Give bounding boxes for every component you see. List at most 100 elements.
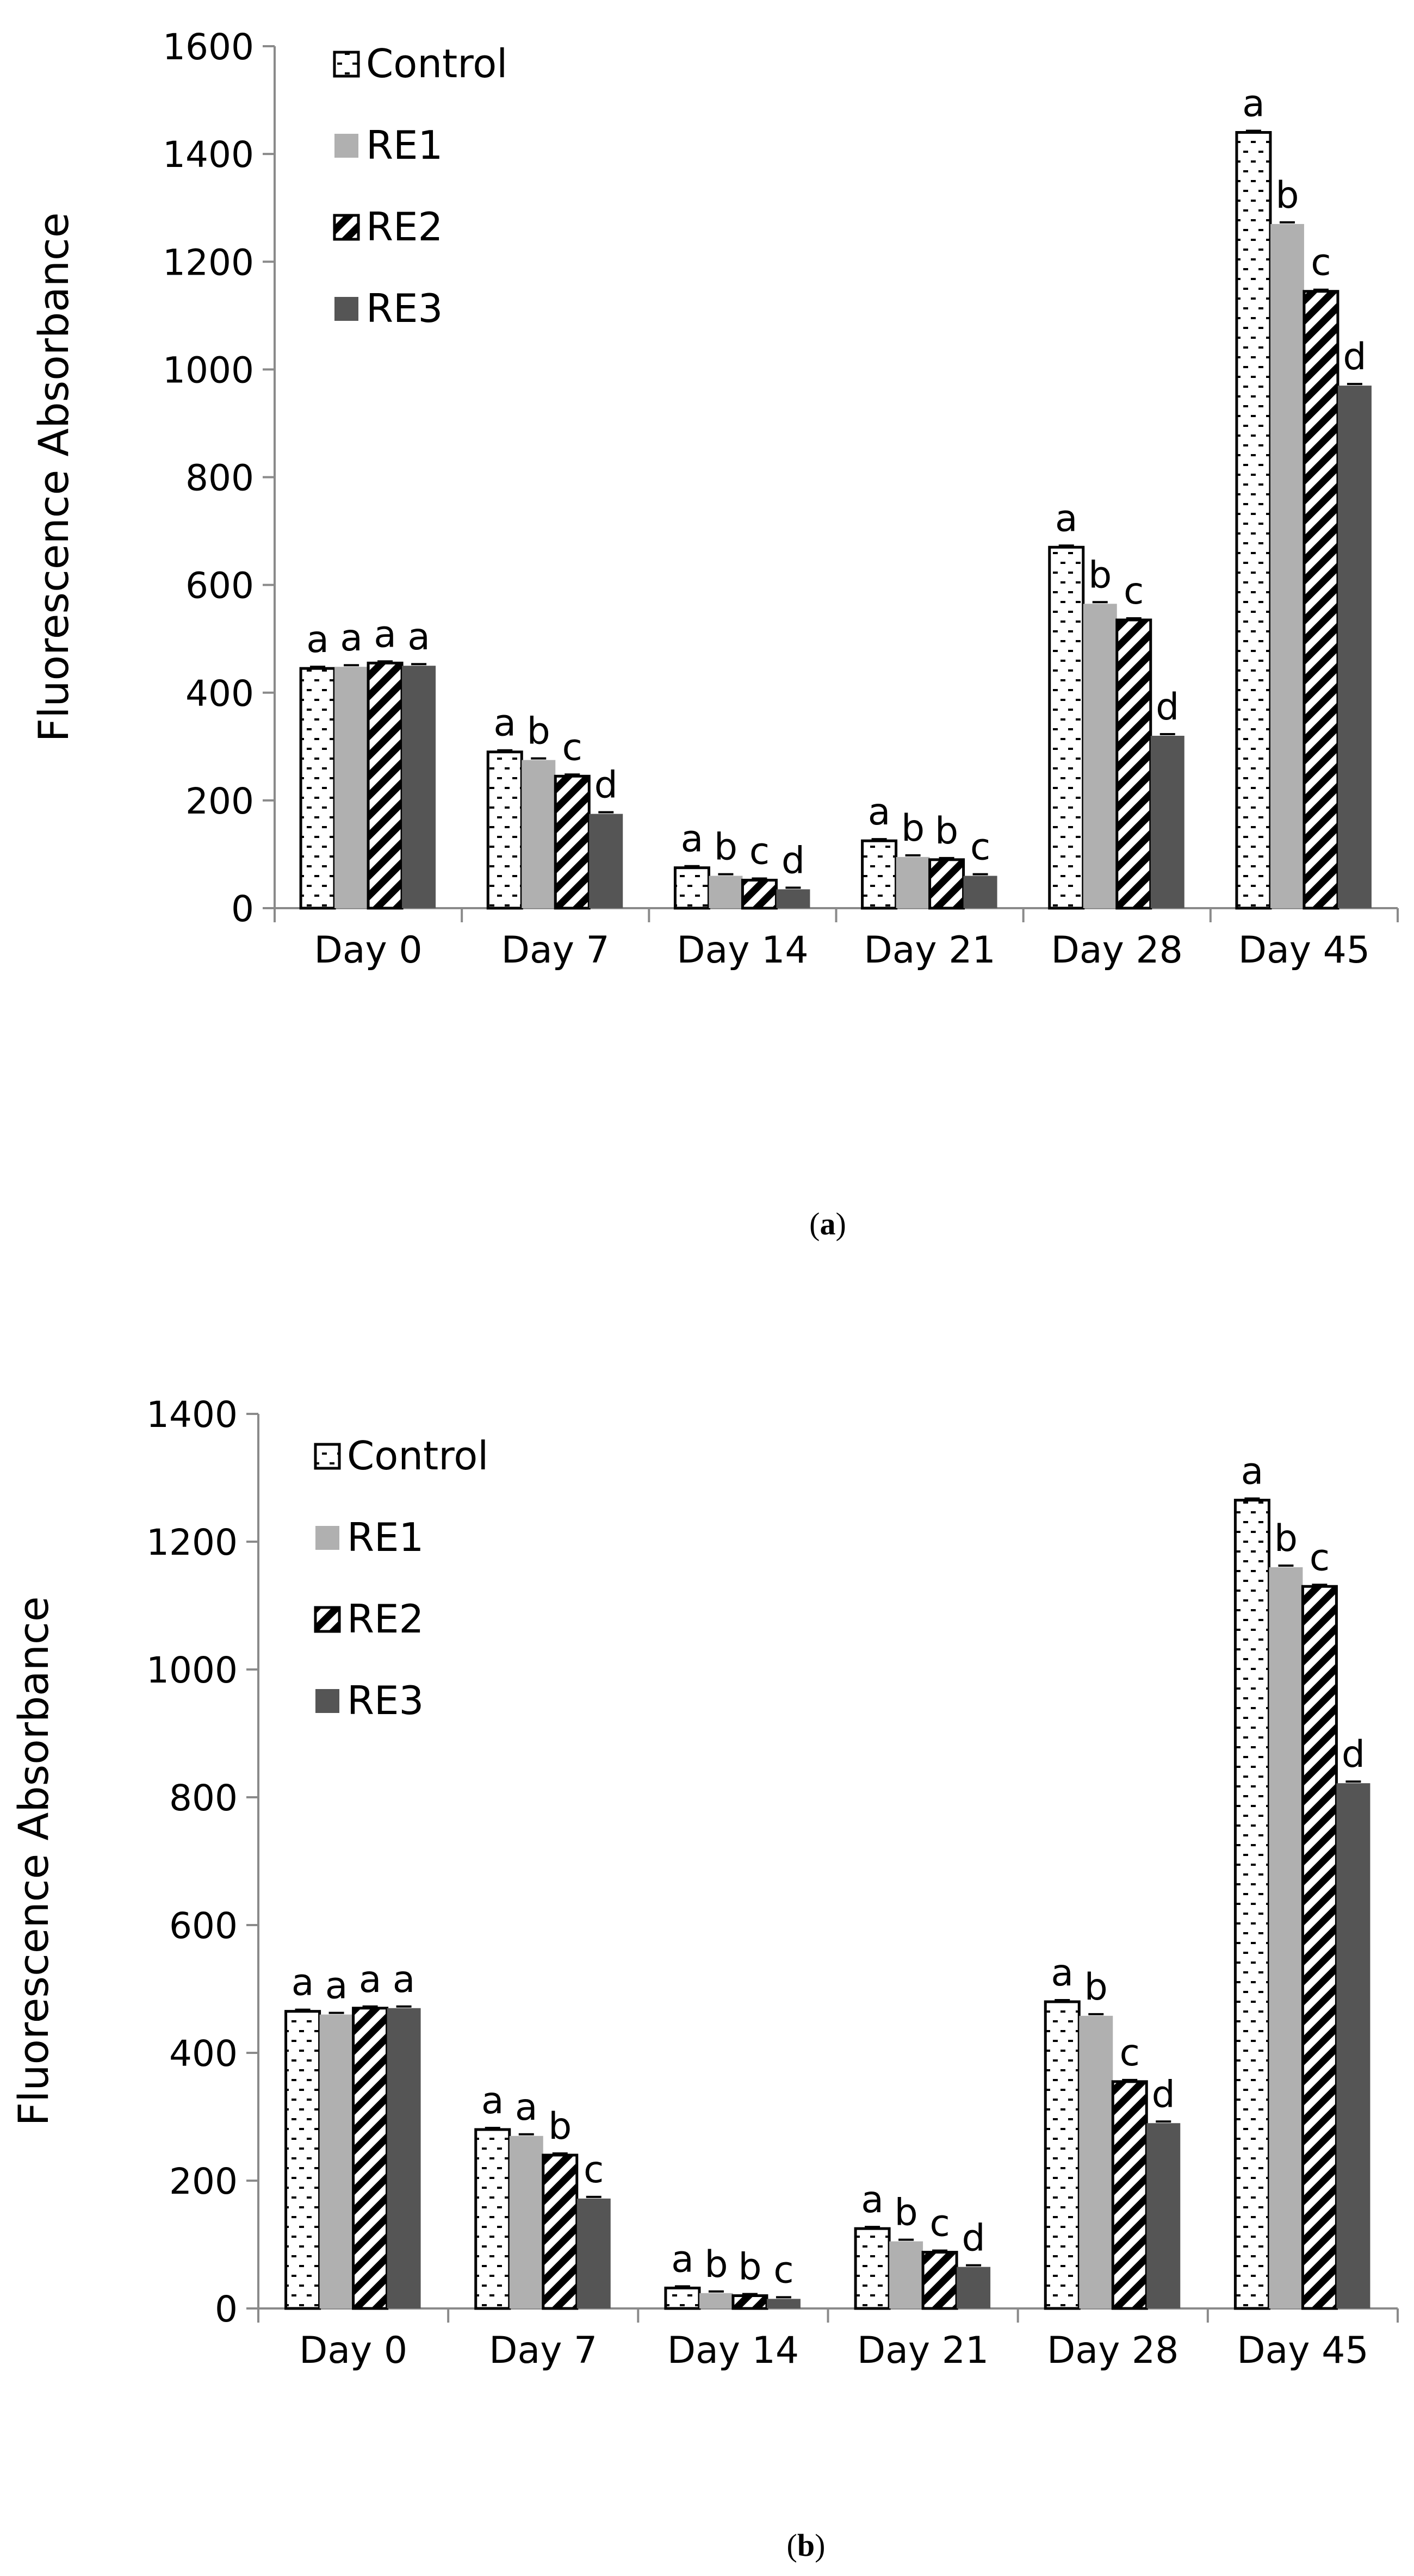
bar-control-day-0: [299, 667, 336, 910]
significance-label: b: [738, 2246, 761, 2289]
bar-control-day-0: [284, 2010, 321, 2310]
significance-label: a: [393, 1958, 415, 2001]
bar-re3-day-21: [957, 2267, 991, 2308]
bar-control-day-14: [664, 2286, 701, 2310]
significance-label: b: [527, 710, 550, 753]
y-tick-label: 600: [169, 1905, 238, 1947]
legend-label-re1: RE1: [366, 122, 443, 168]
bar-control-day-45: [1233, 1499, 1270, 2310]
y-tick-label: 800: [169, 1777, 238, 1819]
y-tick-label: 400: [169, 2033, 238, 2075]
bar-re3-day-14: [776, 889, 810, 908]
legend-label-re3: RE3: [347, 1678, 424, 1723]
panel-label-b: (b): [787, 2528, 826, 2563]
legend-swatch-control: [314, 1443, 341, 1470]
bar-re1-day-14: [699, 2293, 733, 2308]
legend-swatch-re2: [333, 214, 360, 241]
bar-re1-day-28: [1079, 2015, 1113, 2308]
significance-label: c: [1120, 2032, 1140, 2075]
significance-label: a: [481, 2080, 504, 2122]
bar-re1-day-45: [1269, 1567, 1303, 2308]
significance-label: d: [1152, 2073, 1175, 2116]
bar-re3-day-28: [1150, 736, 1184, 908]
y-tick-label: 400: [185, 673, 254, 715]
x-tick-label: Day 14: [677, 929, 808, 972]
x-tick-label: Day 21: [864, 929, 995, 972]
bar-re2-day-14: [731, 2294, 768, 2310]
bar-re3-day-0: [402, 666, 436, 908]
significance-label: a: [292, 1962, 314, 2004]
bar-re2-day-7: [554, 774, 591, 910]
y-tick-label: 1000: [163, 349, 254, 391]
bar-re3-day-21: [963, 876, 997, 908]
significance-label: c: [773, 2249, 793, 2292]
significance-label: b: [935, 810, 958, 853]
significance-label: a: [493, 702, 516, 745]
y-axis-title: Fluorescence Absorbance: [9, 1597, 58, 2126]
y-tick-label: 200: [185, 780, 254, 822]
significance-label: a: [861, 2178, 884, 2221]
bar-re2-day-14: [741, 878, 778, 910]
bar-control-day-7: [474, 2128, 511, 2310]
significance-label: c: [1310, 1536, 1330, 1579]
bar-control-day-28: [1048, 545, 1085, 910]
bar-control-day-28: [1044, 2000, 1081, 2310]
significance-label: a: [374, 613, 396, 656]
significance-label: c: [562, 726, 582, 769]
legend-label-re2: RE2: [366, 204, 443, 250]
significance-label: a: [681, 818, 704, 861]
y-tick-label: 0: [231, 888, 254, 930]
y-tick-label: 1400: [163, 134, 254, 176]
bar-re3-day-28: [1146, 2123, 1181, 2308]
significance-label: b: [548, 2105, 572, 2148]
x-tick-label: Day 7: [501, 929, 610, 972]
chart-a: 0 200 400 600 800 1000 1200 1400 1600 Fluorescenc…: [29, 26, 1399, 972]
legend-label-control: Control: [347, 1433, 488, 1479]
bar-re2-day-28: [1111, 2080, 1148, 2310]
y-tick-label: 1200: [146, 1522, 238, 1563]
bar-re1-day-21: [889, 2241, 923, 2308]
legend-swatch-control: [333, 51, 360, 78]
x-tick-label: Day 14: [667, 2329, 799, 2372]
significance-label: b: [1275, 174, 1299, 217]
legend-swatch-re3: [334, 297, 358, 321]
bar-re2-day-21: [928, 858, 965, 910]
significance-label: a: [868, 791, 891, 834]
bar-re1-day-14: [709, 876, 743, 908]
bar-re3-day-0: [387, 2008, 421, 2308]
x-tick-label: Day 0: [299, 2329, 407, 2372]
significance-label: a: [671, 2238, 694, 2281]
bar-re1-day-21: [896, 856, 930, 908]
bar-re1-day-7: [522, 760, 556, 908]
significance-label: d: [594, 764, 618, 807]
significance-label: a: [515, 2086, 538, 2129]
x-tick-label: Day 28: [1051, 929, 1183, 972]
bar-re3-day-7: [576, 2198, 611, 2308]
significance-label: c: [1311, 241, 1331, 284]
bar-re2-day-45: [1301, 1585, 1338, 2310]
legend-label-re1: RE1: [347, 1514, 424, 1560]
bar-re2-day-0: [352, 2007, 389, 2310]
chart-b: 0 200 400 600 800 1000 1200 1400 Fluorescence Ab…: [9, 1394, 1399, 2372]
significance-label: a: [325, 1965, 348, 2008]
x-tick-label: Day 45: [1238, 929, 1370, 972]
y-tick-label: 200: [169, 2161, 238, 2202]
significance-label: d: [1343, 336, 1366, 378]
significance-label: b: [1084, 1966, 1108, 2009]
significance-label: d: [782, 839, 805, 882]
significance-label: b: [714, 826, 737, 869]
legend-label-control: Control: [366, 41, 507, 86]
significance-label: a: [407, 616, 430, 659]
significance-label: a: [1242, 83, 1265, 126]
significance-label: a: [340, 617, 363, 660]
bar-re1-day-45: [1270, 224, 1304, 908]
y-tick-label: 1400: [146, 1394, 238, 1436]
significance-label: b: [704, 2243, 728, 2286]
bar-re1-day-0: [319, 2014, 354, 2308]
significance-label: c: [970, 826, 990, 869]
legend-swatch-re1: [315, 1526, 339, 1550]
bar-re3-day-45: [1336, 1783, 1370, 2308]
y-tick-label: 1200: [163, 241, 254, 283]
bar-re1-day-28: [1083, 604, 1117, 908]
significance-label: d: [1156, 686, 1179, 729]
